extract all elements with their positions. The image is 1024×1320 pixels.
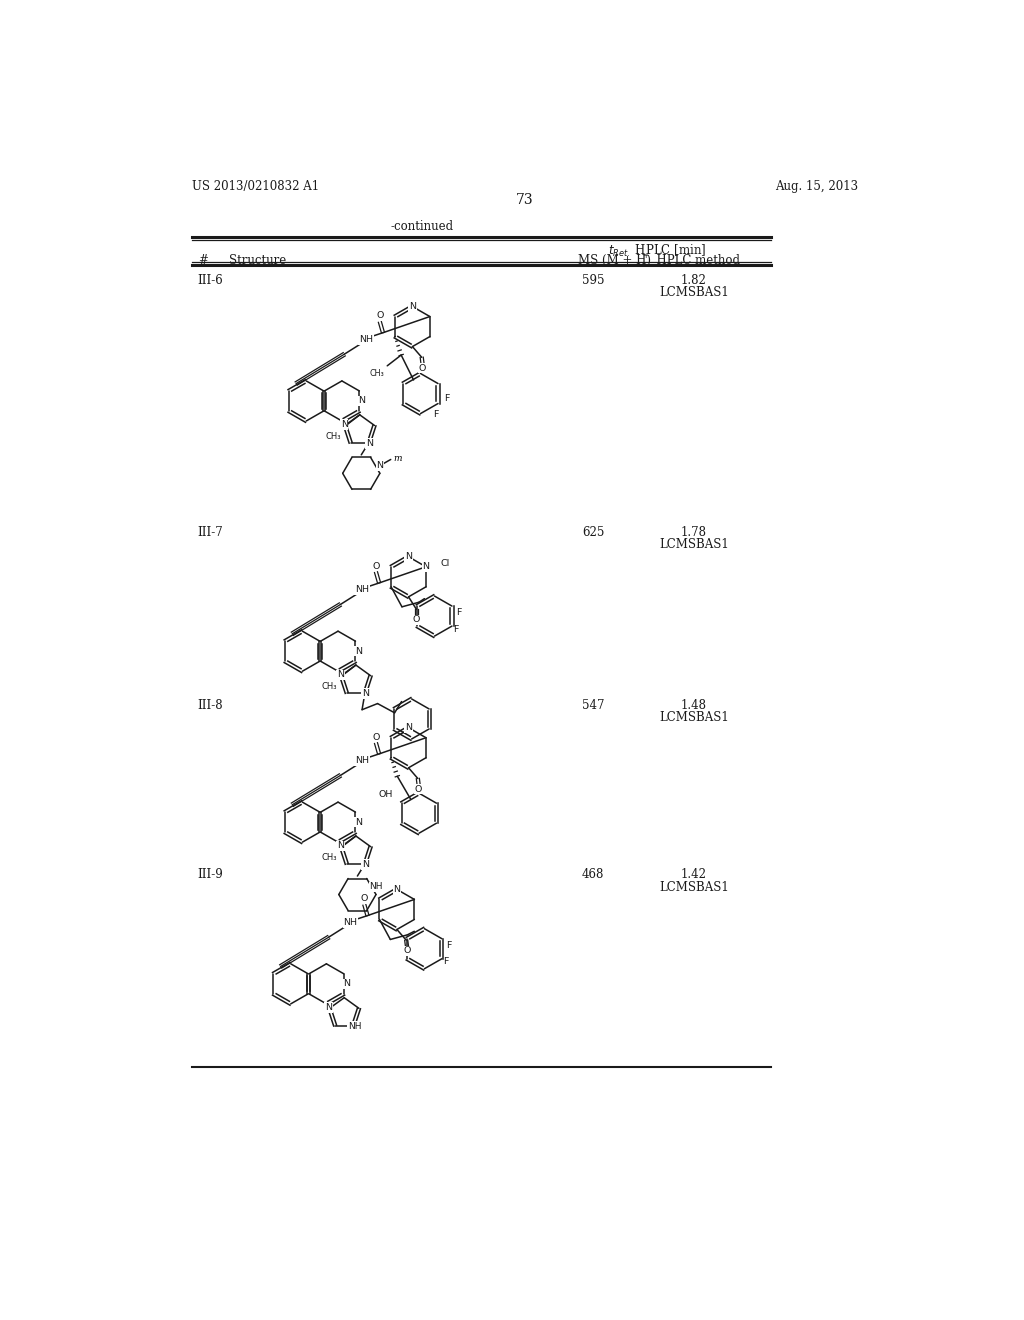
Text: N: N [343, 979, 350, 989]
Text: LCMSBAS1: LCMSBAS1 [658, 880, 729, 894]
Text: III-7: III-7 [198, 525, 223, 539]
Text: N: N [326, 1003, 332, 1012]
Text: NH: NH [370, 882, 383, 891]
Text: N: N [337, 671, 344, 680]
Text: N: N [406, 552, 412, 561]
Text: III-8: III-8 [198, 700, 223, 711]
Text: LCMSBAS1: LCMSBAS1 [658, 539, 729, 550]
Text: CH₃: CH₃ [326, 432, 341, 441]
Text: F: F [433, 411, 438, 420]
Text: NH: NH [355, 585, 369, 594]
Text: O: O [373, 733, 380, 742]
Text: NH: NH [348, 1022, 361, 1031]
Text: 468: 468 [582, 869, 604, 882]
Text: N: N [354, 647, 361, 656]
Text: N: N [362, 861, 370, 869]
Text: $t_{Ret.}$ HPLC [min]: $t_{Ret.}$ HPLC [min] [608, 243, 707, 259]
Text: 547: 547 [582, 700, 604, 711]
Text: N: N [393, 884, 400, 894]
Text: O: O [419, 363, 426, 372]
Text: -continued: -continued [391, 220, 454, 234]
Text: F: F [454, 624, 459, 634]
Text: 1.42: 1.42 [681, 869, 707, 882]
Text: CH₃: CH₃ [370, 368, 384, 378]
Text: N: N [358, 396, 366, 405]
Text: O: O [415, 784, 422, 793]
Text: NH: NH [359, 335, 373, 345]
Text: F: F [457, 609, 462, 618]
Text: F: F [443, 393, 450, 403]
Text: CH₃: CH₃ [322, 853, 337, 862]
Text: F: F [443, 957, 449, 966]
Text: MS (M + H): MS (M + H) [578, 253, 650, 267]
Text: 625: 625 [582, 525, 604, 539]
Text: NH: NH [343, 917, 357, 927]
Text: N: N [341, 420, 348, 429]
Text: III-9: III-9 [198, 869, 223, 882]
Text: Cl: Cl [440, 560, 450, 568]
Text: F: F [446, 941, 452, 950]
Text: 73: 73 [516, 193, 534, 207]
Text: O: O [360, 894, 368, 903]
Text: 595: 595 [582, 275, 604, 286]
Text: Aug. 15, 2013: Aug. 15, 2013 [775, 180, 858, 193]
Text: 1.78: 1.78 [681, 525, 707, 539]
Text: O: O [376, 312, 384, 321]
Text: 1.82: 1.82 [681, 275, 707, 286]
Text: +: + [643, 252, 649, 260]
Text: N: N [354, 817, 361, 826]
Text: LCMSBAS1: LCMSBAS1 [658, 286, 729, 300]
Text: N: N [406, 723, 412, 733]
Text: m: m [394, 454, 402, 463]
Text: CH₃: CH₃ [322, 682, 337, 690]
Text: LCMSBAS1: LCMSBAS1 [658, 711, 729, 725]
Text: N: N [337, 841, 344, 850]
Text: N: N [409, 302, 416, 312]
Text: N: N [367, 440, 373, 447]
Text: O: O [413, 615, 420, 624]
Text: Structure: Structure [228, 253, 286, 267]
Text: O: O [403, 946, 411, 956]
Text: O: O [373, 561, 380, 570]
Text: N: N [423, 562, 430, 572]
Text: OH: OH [378, 791, 392, 799]
Text: US 2013/0210832 A1: US 2013/0210832 A1 [191, 180, 318, 193]
Text: N: N [377, 461, 383, 470]
Text: HPLC method: HPLC method [649, 253, 739, 267]
Text: 1.48: 1.48 [681, 700, 707, 711]
Text: III-6: III-6 [198, 275, 223, 286]
Text: NH: NH [355, 756, 369, 766]
Text: #: # [198, 253, 208, 267]
Text: N: N [362, 689, 370, 698]
